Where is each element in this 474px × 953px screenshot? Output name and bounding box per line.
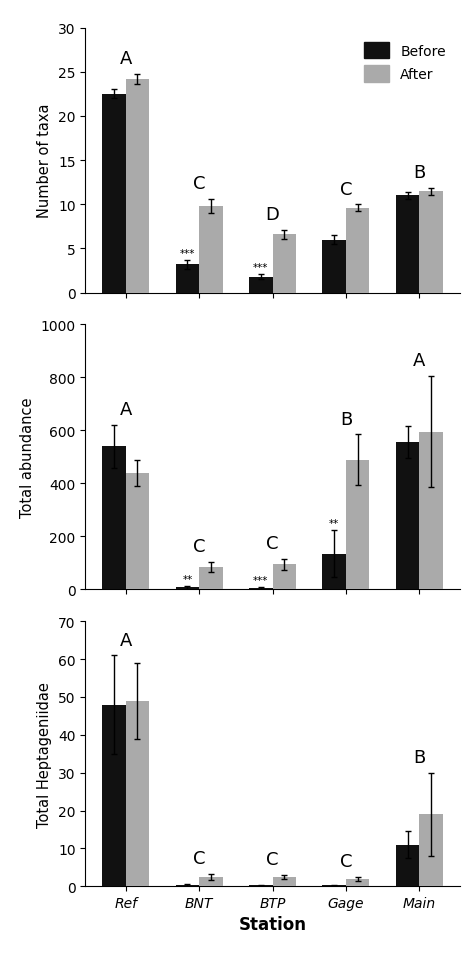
Bar xyxy=(176,884,199,886)
Text: **: ** xyxy=(182,575,192,584)
Text: C: C xyxy=(340,852,352,870)
Legend: Before, After: Before, After xyxy=(357,35,453,91)
Y-axis label: Total Heptageniidae: Total Heptageniidae xyxy=(37,681,53,827)
Y-axis label: Number of taxa: Number of taxa xyxy=(37,104,53,218)
Bar xyxy=(126,80,149,294)
Bar xyxy=(396,844,419,886)
Bar xyxy=(249,588,273,590)
Text: C: C xyxy=(340,180,352,198)
Bar xyxy=(273,564,296,590)
Bar xyxy=(199,207,223,294)
Bar xyxy=(273,877,296,886)
Text: C: C xyxy=(193,537,205,556)
Bar xyxy=(396,443,419,590)
Bar xyxy=(346,460,369,590)
Text: **: ** xyxy=(329,518,339,528)
Bar xyxy=(102,447,126,590)
Bar xyxy=(176,588,199,590)
Text: A: A xyxy=(119,50,132,68)
X-axis label: Station: Station xyxy=(238,916,307,934)
Text: A: A xyxy=(413,352,426,370)
Text: C: C xyxy=(266,535,279,553)
Bar xyxy=(126,701,149,886)
Bar xyxy=(249,277,273,294)
Bar xyxy=(322,240,346,294)
Text: B: B xyxy=(413,748,426,766)
Text: ***: *** xyxy=(253,263,268,273)
Bar xyxy=(419,433,443,590)
Bar xyxy=(419,815,443,886)
Bar xyxy=(176,265,199,294)
Bar xyxy=(322,554,346,590)
Text: ***: *** xyxy=(180,249,195,258)
Bar xyxy=(199,567,223,590)
Y-axis label: Total abundance: Total abundance xyxy=(20,397,35,517)
Text: C: C xyxy=(193,849,205,867)
Bar xyxy=(126,474,149,590)
Bar xyxy=(322,885,346,886)
Bar xyxy=(102,705,126,886)
Text: ***: *** xyxy=(253,576,268,585)
Bar xyxy=(199,877,223,886)
Text: C: C xyxy=(193,175,205,193)
Text: D: D xyxy=(265,206,280,224)
Bar xyxy=(419,192,443,294)
Text: C: C xyxy=(266,850,279,868)
Bar xyxy=(273,235,296,294)
Text: B: B xyxy=(340,411,352,428)
Bar xyxy=(102,94,126,294)
Text: A: A xyxy=(119,631,132,649)
Text: A: A xyxy=(119,401,132,419)
Text: B: B xyxy=(413,164,426,182)
Bar xyxy=(346,209,369,294)
Bar xyxy=(346,879,369,886)
Bar xyxy=(396,196,419,294)
